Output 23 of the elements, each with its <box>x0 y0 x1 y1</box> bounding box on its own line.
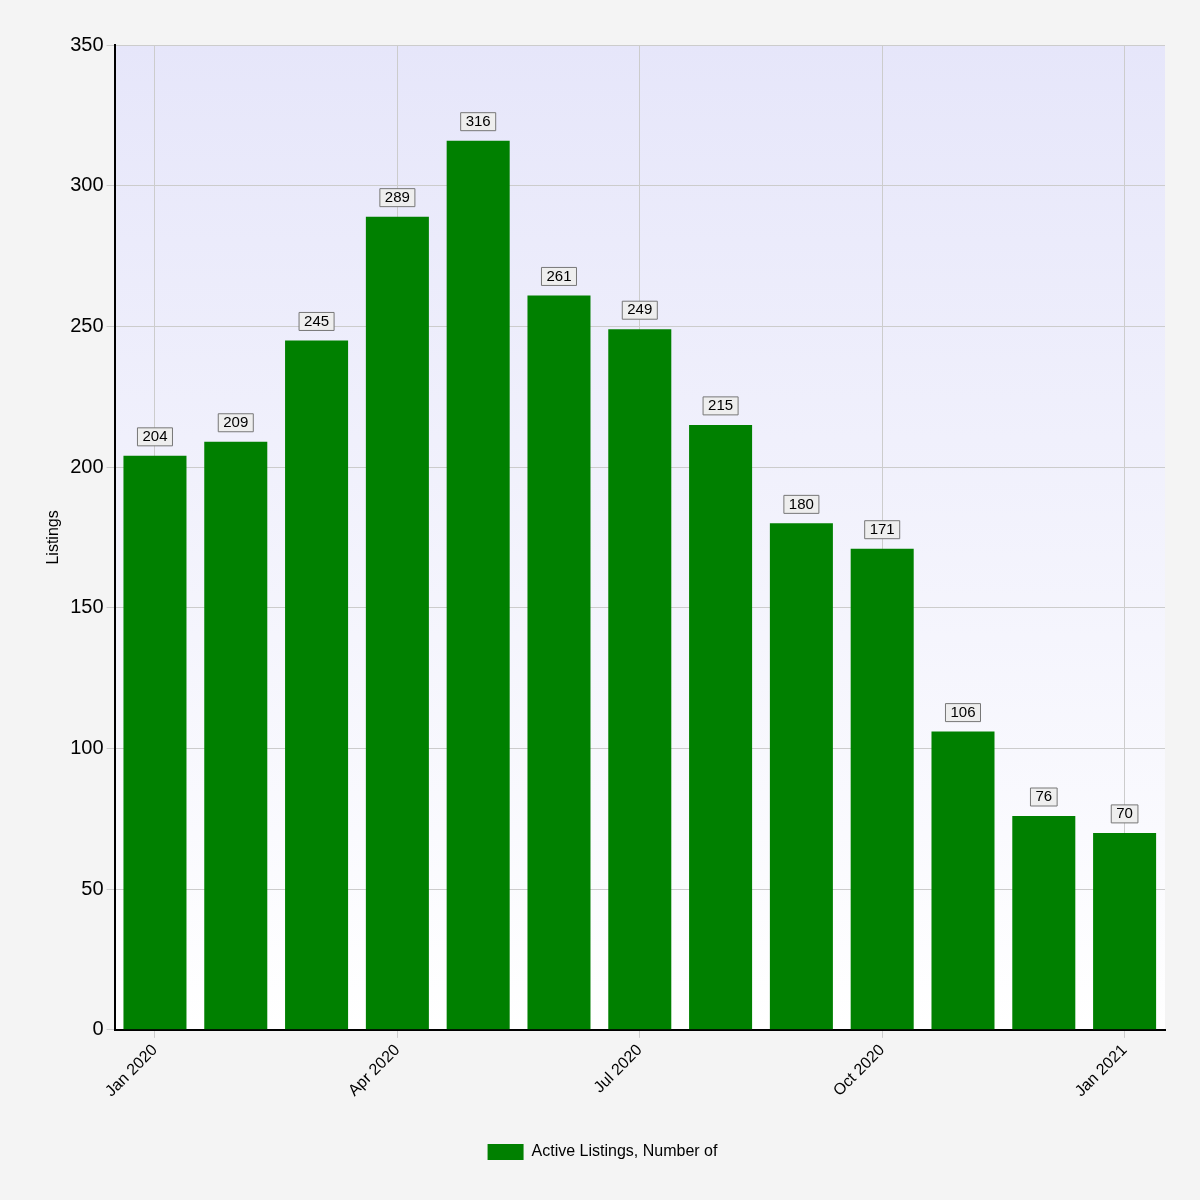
data-label: 70 <box>1116 804 1133 822</box>
data-label: 261 <box>546 266 572 284</box>
data-label: 180 <box>788 494 814 512</box>
y-axis-title: Listings <box>44 510 62 565</box>
y-tick-label: 200 <box>70 454 104 477</box>
data-label: 215 <box>708 396 734 414</box>
data-label: 209 <box>223 412 249 430</box>
data-label: 249 <box>627 300 653 318</box>
data-label: 76 <box>1035 787 1053 805</box>
data-label: 106 <box>950 702 976 720</box>
legend-label: Active Listings, Number of <box>531 1142 718 1160</box>
y-tick-label: 0 <box>92 1017 104 1040</box>
data-label: 316 <box>465 111 491 129</box>
data-label: 204 <box>142 426 168 444</box>
y-tick-label: 50 <box>81 876 104 899</box>
data-label: 289 <box>384 187 410 205</box>
data-label: 171 <box>869 519 895 537</box>
y-tick-label: 150 <box>70 595 104 618</box>
y-tick-label: 250 <box>70 313 104 336</box>
y-tick-label: 100 <box>70 735 104 758</box>
y-tick-label: 350 <box>70 32 104 55</box>
y-tick-label: 300 <box>70 173 104 196</box>
data-label: 245 <box>304 311 330 329</box>
